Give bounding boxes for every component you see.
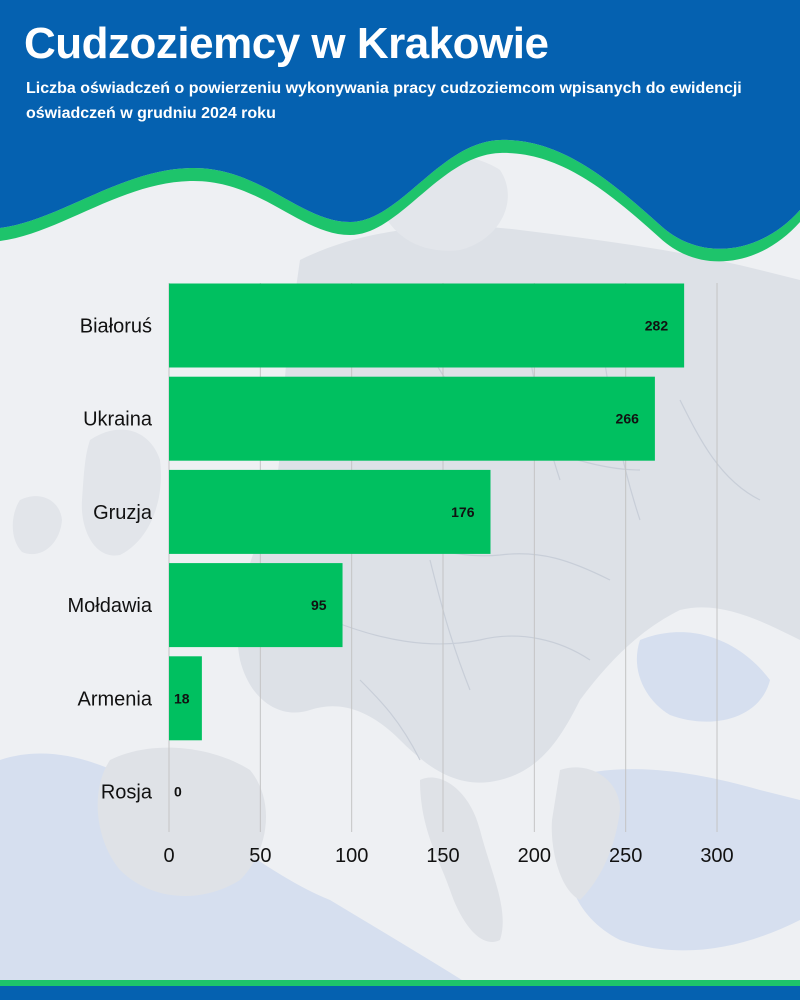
category-label: Gruzja [93,502,153,524]
x-tick-label: 200 [518,845,551,867]
footer-bar [0,986,800,1000]
map-land-shape [81,429,161,556]
header-accent-wave [0,139,800,262]
map-land-shape [97,747,267,897]
x-tick-label: 300 [700,845,733,867]
map-land-shape [551,767,620,900]
value-label: 282 [645,318,669,334]
map-sea-shape [560,769,800,951]
footer-accent-line [0,980,800,986]
category-label: Mołdawia [68,595,153,617]
value-label: 0 [174,784,182,800]
value-label: 176 [451,504,475,520]
x-tick-label: 50 [249,845,271,867]
value-label: 266 [616,411,640,427]
page-subtitle: Liczba oświadczeń o powierzeniu wykonywa… [26,80,742,122]
value-label: 18 [174,690,190,706]
x-tick-label: 250 [609,845,642,867]
bar [169,656,202,741]
category-labels: Białoruś Ukraina Gruzja Mołdawia Armenia Rosj… [68,316,153,804]
bars [169,283,685,741]
bar [169,376,655,461]
category-label: Ukraina [83,409,153,431]
bar [169,469,491,554]
bar [169,563,343,648]
gridlines [168,283,718,832]
map-sea-shape [636,632,770,722]
category-label: Białoruś [80,316,152,338]
value-label: 95 [311,597,327,613]
category-label: Rosja [101,782,153,804]
x-tick-label: 100 [335,845,368,867]
x-tick-label: 150 [426,845,459,867]
x-tick-label: 0 [163,845,174,867]
x-axis-tick-labels: 0 50 100 150 200 250 300 [163,845,733,867]
value-labels: 282 266 176 95 18 0 [174,318,668,800]
bar [169,283,685,368]
map-land-shape [420,777,503,942]
page-title: Cudzoziemcy w Krakowie [24,19,549,68]
map-land-shape [12,496,62,555]
header-banner [0,0,800,249]
category-label: Armenia [78,688,153,710]
